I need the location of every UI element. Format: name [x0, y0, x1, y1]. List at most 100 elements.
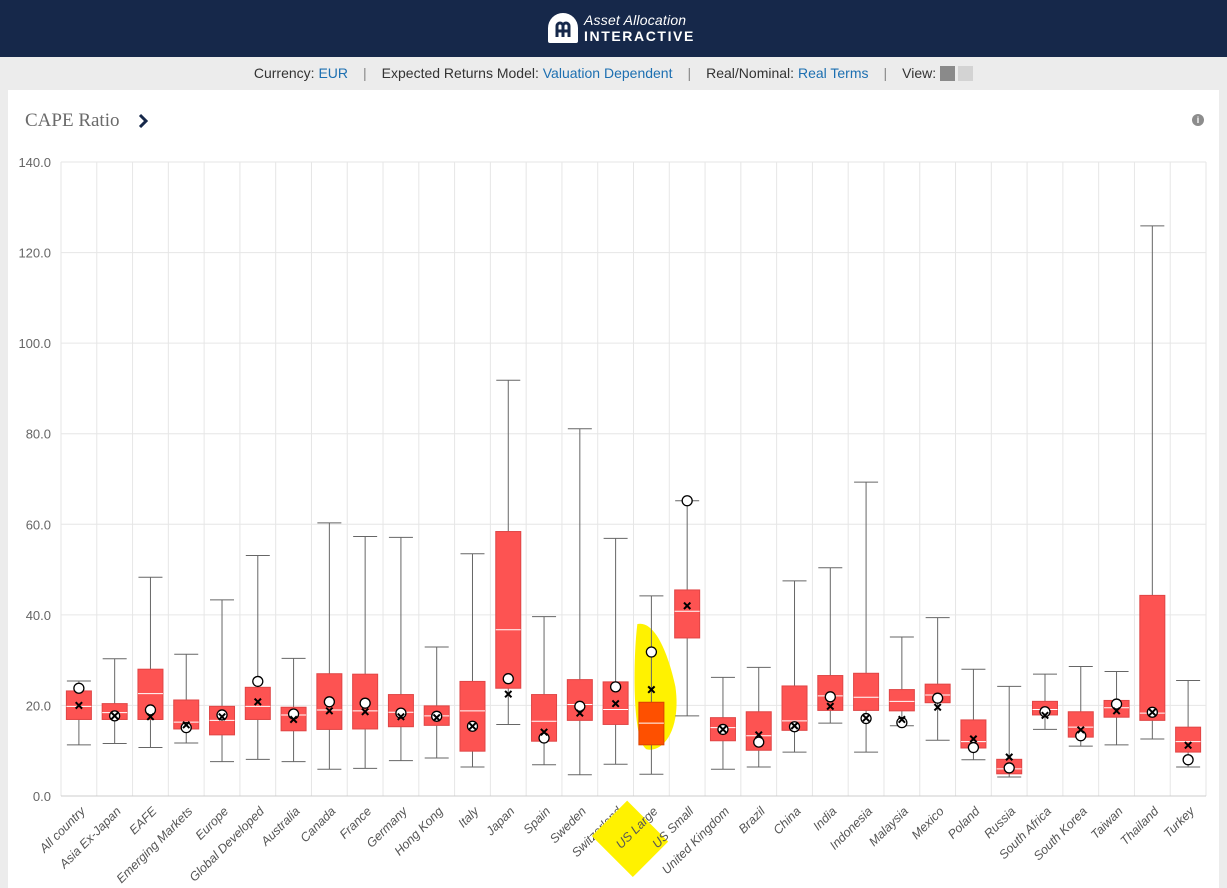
x-tick-label: Mexico	[909, 804, 947, 842]
x-tick-label: Poland	[945, 803, 983, 841]
current-marker	[180, 721, 192, 734]
mean-marker	[325, 706, 334, 715]
x-tick-label: Brazil	[736, 803, 769, 836]
mean-marker	[933, 703, 942, 712]
separator: |	[883, 65, 888, 81]
highlighter-mark-label	[591, 800, 669, 878]
y-tick-label: 140.0	[18, 155, 51, 170]
mean-marker	[218, 712, 226, 721]
y-tick-label: 20.0	[26, 698, 51, 713]
brand[interactable]: Asset Allocation INTERACTIVE	[548, 10, 695, 46]
brand-line1: Asset Allocation	[584, 12, 687, 28]
mean-marker	[1112, 706, 1121, 715]
x-tick-label: Malaysia	[866, 804, 911, 849]
mean-marker	[1005, 753, 1014, 761]
box	[853, 672, 880, 711]
mean-marker	[432, 713, 441, 722]
mean-marker	[790, 721, 799, 730]
mean-marker	[1184, 741, 1193, 750]
x-tick-label: Spain	[521, 804, 554, 837]
y-tick-label: 120.0	[18, 246, 51, 261]
settings-bar: Currency: EUR | Expected Returns Model: …	[0, 57, 1227, 89]
mean-marker	[683, 601, 692, 610]
current-marker	[1003, 762, 1015, 774]
info-icon[interactable]: i	[1192, 114, 1204, 126]
x-tick-label: Turkey	[1161, 804, 1198, 841]
x-tick-label: Australia	[258, 804, 303, 849]
current-marker	[287, 708, 300, 720]
current-marker	[359, 697, 371, 709]
x-tick-label: India	[810, 804, 839, 833]
mean-marker	[110, 711, 119, 720]
current-marker	[502, 673, 514, 685]
x-tick-label: Thailand	[1118, 803, 1163, 848]
separator: |	[687, 65, 692, 81]
y-tick-label: 80.0	[26, 427, 51, 442]
current-marker	[896, 716, 908, 729]
current-marker	[73, 682, 85, 694]
mean-marker	[897, 715, 906, 724]
model-label: Expected Returns Model:	[381, 65, 539, 81]
box	[1139, 594, 1166, 721]
x-tick-label: China	[771, 804, 804, 837]
chart-title[interactable]: CAPE Ratio	[25, 110, 120, 131]
mean-marker	[1076, 725, 1085, 734]
mean-marker	[289, 715, 298, 724]
mean-marker	[540, 728, 548, 737]
chevron-right-icon[interactable]	[138, 113, 150, 129]
model-value[interactable]: Valuation Dependent	[542, 65, 673, 81]
currency-value[interactable]: EUR	[318, 65, 349, 81]
y-tick-label: 40.0	[26, 608, 51, 623]
current-marker	[645, 646, 658, 658]
box	[888, 689, 915, 712]
current-marker	[574, 700, 586, 712]
x-tick-label: EAFE	[127, 804, 160, 837]
mean-marker	[74, 701, 83, 710]
x-tick-label: United Kingdom	[659, 804, 732, 877]
x-tick-label: Asia Ex-Japan	[56, 804, 124, 872]
box	[459, 680, 486, 752]
view-label: View:	[902, 65, 937, 81]
mean-marker	[969, 735, 978, 743]
mean-marker	[253, 697, 262, 706]
separator: |	[363, 65, 367, 81]
y-tick-label: 0.0	[33, 789, 51, 804]
current-marker	[1182, 754, 1194, 766]
box	[495, 531, 522, 689]
current-marker	[753, 736, 765, 748]
mean-marker	[611, 699, 620, 708]
y-tick-label: 100.0	[18, 336, 51, 351]
mean-marker	[397, 712, 405, 721]
current-marker	[824, 691, 836, 703]
logo-icon	[548, 13, 578, 43]
mean-marker	[575, 709, 584, 718]
x-tick-label: Italy	[455, 804, 482, 831]
current-marker	[967, 741, 980, 754]
current-marker	[609, 681, 622, 693]
current-marker	[1110, 698, 1123, 710]
mean-marker	[647, 685, 656, 694]
current-marker	[144, 704, 157, 716]
app-header: Asset Allocation INTERACTIVE	[0, 0, 1227, 57]
real-nominal-label: Real/Nominal:	[706, 65, 795, 81]
current-marker	[216, 709, 228, 721]
box	[817, 675, 844, 711]
current-marker	[931, 692, 944, 704]
mean-marker	[146, 712, 155, 721]
view-grid-icon[interactable]	[958, 65, 974, 81]
mean-marker	[361, 707, 370, 716]
box	[674, 589, 701, 639]
current-marker	[252, 675, 264, 688]
mean-marker	[182, 720, 191, 729]
view-single-icon[interactable]	[940, 65, 956, 81]
box	[1175, 726, 1202, 753]
y-tick-label: 60.0	[26, 517, 51, 532]
mean-marker	[719, 725, 727, 734]
mean-marker	[468, 722, 477, 731]
current-marker	[323, 696, 336, 708]
x-tick-label: Japan	[483, 804, 518, 839]
current-marker	[681, 495, 693, 507]
real-nominal-value[interactable]: Real Terms	[797, 65, 869, 81]
chart-panel: 0.0 20.0 40.0 60.0 80.0 100.0 120.0 140.0 All co…	[8, 90, 1219, 888]
